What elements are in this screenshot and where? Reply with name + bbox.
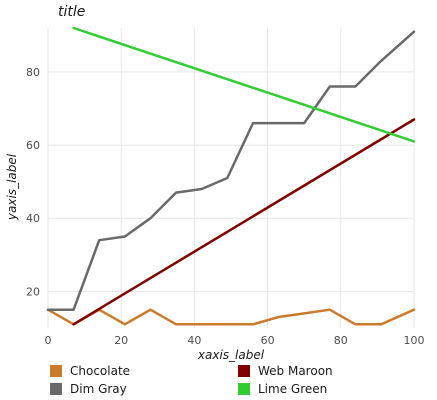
legend-swatch-web-maroon <box>238 365 250 377</box>
legend-swatch-lime-green <box>238 383 250 395</box>
legend-swatch-dim-gray <box>50 383 62 395</box>
legend: Chocolate Web Maroon Dim Gray Lime Green <box>50 364 333 396</box>
x-axis-title: xaxis_label <box>197 348 265 362</box>
y-tick-label: 40 <box>26 212 40 225</box>
series-line-chocolate <box>46 308 416 326</box>
y-tick-label: 60 <box>26 139 40 152</box>
legend-item-lime-green: Lime Green <box>238 382 327 396</box>
y-tick-label: 80 <box>26 66 40 79</box>
grid <box>47 28 415 328</box>
x-tick-label: 20 <box>114 334 128 347</box>
series-line-web-maroon <box>72 118 416 326</box>
y-axis-title: yaxis_label <box>5 153 19 221</box>
legend-swatch-chocolate <box>50 365 62 377</box>
legend-label-lime-green: Lime Green <box>258 382 327 396</box>
plot-area <box>46 26 416 326</box>
legend-item-web-maroon: Web Maroon <box>238 364 333 378</box>
y-tick-label: 20 <box>26 285 40 298</box>
series-line-dim-gray <box>46 30 416 311</box>
legend-item-chocolate: Chocolate <box>50 364 130 378</box>
x-tick-label: 100 <box>404 334 425 347</box>
axis-ticks: 20 40 60 80 0 20 40 60 80 100 <box>26 66 425 347</box>
x-tick-label: 80 <box>334 334 348 347</box>
legend-label-web-maroon: Web Maroon <box>258 364 333 378</box>
x-tick-label: 60 <box>261 334 275 347</box>
x-tick-label: 0 <box>45 334 52 347</box>
series-line-lime-green <box>72 26 416 143</box>
x-tick-label: 40 <box>187 334 201 347</box>
legend-item-dim-gray: Dim Gray <box>50 382 127 396</box>
legend-label-chocolate: Chocolate <box>70 364 130 378</box>
chart-title: title <box>58 4 85 20</box>
legend-label-dim-gray: Dim Gray <box>70 382 127 396</box>
